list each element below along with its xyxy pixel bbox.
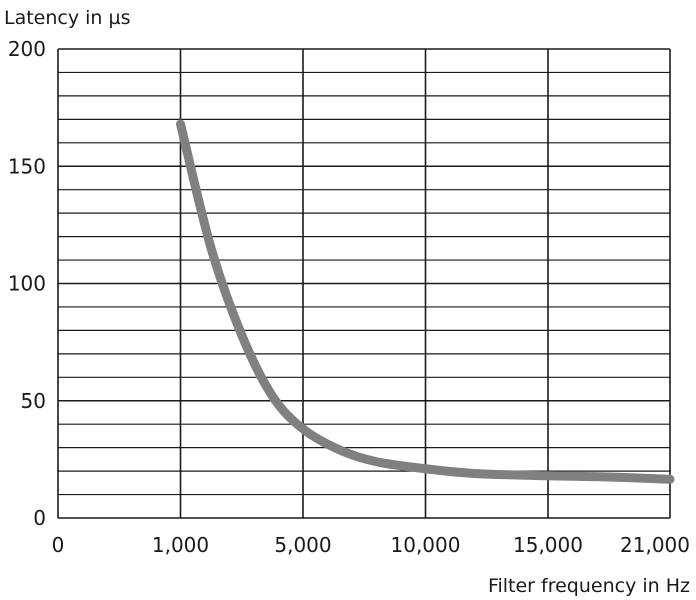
x-tick-label: 15,000 bbox=[513, 533, 583, 557]
series-layer bbox=[176, 119, 675, 484]
tick-labels: 0 50 100 150 200 0 1,000 5,000 10,000 15,000 21,00… bbox=[8, 37, 690, 557]
y-tick-label: 0 bbox=[33, 506, 46, 530]
y-tick-label: 100 bbox=[8, 272, 46, 296]
x-tick-label: 10,000 bbox=[391, 533, 461, 557]
x-tick-label: 21,000 bbox=[620, 533, 690, 557]
grid bbox=[57, 48, 671, 519]
y-axis-title: Latency in µs bbox=[4, 7, 131, 29]
y-tick-label: 150 bbox=[8, 154, 46, 178]
x-tick-label: 1,000 bbox=[152, 533, 209, 557]
x-axis-title: Filter frequency in Hz bbox=[488, 575, 690, 597]
x-tick-label: 0 bbox=[52, 533, 65, 557]
y-tick-label: 50 bbox=[21, 389, 46, 413]
x-tick-label: 5,000 bbox=[274, 533, 331, 557]
y-tick-label: 200 bbox=[8, 37, 46, 61]
series-line-0 bbox=[176, 119, 675, 484]
